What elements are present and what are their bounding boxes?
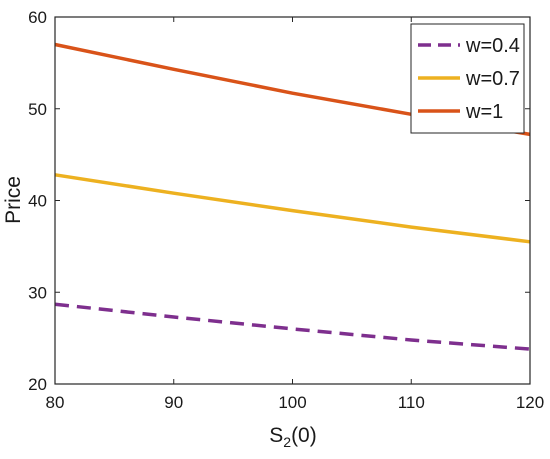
x-tick-label: 100 bbox=[278, 393, 306, 412]
y-tick-label: 50 bbox=[28, 100, 47, 119]
series-line-w=0.7 bbox=[54, 173, 531, 244]
legend: w=0.4 w=0.7 w=1 bbox=[410, 23, 525, 134]
legend-items: w=0.4 w=0.7 w=1 bbox=[418, 35, 520, 123]
y-tick-label: 30 bbox=[28, 283, 47, 302]
y-tick-label: 20 bbox=[28, 375, 47, 394]
y-axis-label: Price bbox=[2, 176, 25, 224]
series-line-w=0.4 bbox=[54, 302, 531, 351]
legend-label: w=0.7 bbox=[465, 68, 520, 90]
legend-label: w=0.4 bbox=[465, 35, 520, 57]
x-tick-label: 90 bbox=[164, 393, 183, 412]
x-axis-label-subscript: 2 bbox=[283, 434, 291, 450]
legend-label: w=1 bbox=[465, 101, 503, 123]
x-tick-label: 80 bbox=[46, 393, 65, 412]
x-tick-label: 120 bbox=[516, 393, 544, 412]
y-tick-label: 60 bbox=[28, 8, 47, 27]
y-tick-label: 40 bbox=[28, 192, 47, 211]
ticks-layer: 80 90 100 110 120 20 30 40 50 60 bbox=[28, 8, 544, 412]
x-axis-label: S2(0) bbox=[269, 424, 316, 450]
x-axis-label-main: S bbox=[269, 424, 283, 447]
x-axis-label-suffix: (0) bbox=[291, 424, 317, 447]
x-tick-label: 110 bbox=[398, 393, 425, 412]
